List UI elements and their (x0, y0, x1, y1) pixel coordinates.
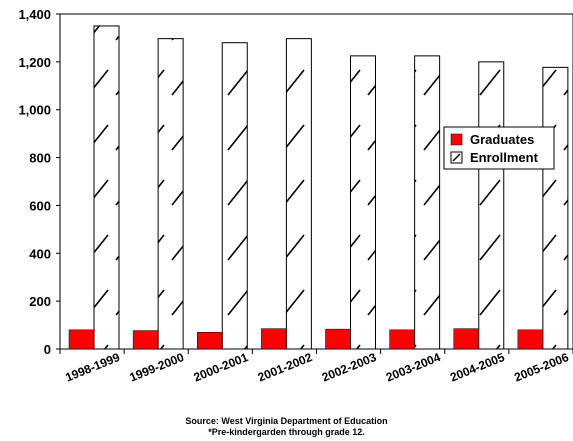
legend-swatch-enrollment-hatch (452, 153, 461, 162)
bar-enrollment (285, 38, 312, 350)
y-tick-label: 600 (29, 198, 51, 213)
y-tick-label: 200 (29, 294, 51, 309)
bar-enrollment (157, 38, 184, 350)
bar-enrollment (221, 42, 248, 350)
legend-swatch-graduates (450, 133, 463, 146)
y-tick-label: 0 (44, 342, 51, 357)
bars (68, 25, 569, 350)
bar-graduates (197, 332, 223, 350)
y-tick-label: 800 (29, 151, 51, 166)
x-tick-label: 2000-2001 (192, 350, 251, 385)
x-tick-label: 2004-2005 (448, 350, 507, 385)
bar-enrollment (93, 25, 120, 350)
bar-enrollment (414, 55, 441, 350)
y-axis: 0 200 400 600 800 1,000 1,200 1,400 (18, 7, 60, 357)
x-tick-label: 2003-2004 (384, 350, 443, 385)
x-axis: 1998-1999 1999-2000 2000-2001 2001-2002 2002… (59, 349, 573, 385)
y-tick-label: 1,200 (18, 55, 51, 70)
footnote: *Pre-kindergarden through grade 12. (208, 427, 365, 437)
bar-graduates (517, 329, 544, 350)
bar-graduates (132, 330, 159, 350)
y-tick-label: 400 (29, 246, 51, 261)
bar-graduates (325, 328, 351, 350)
x-tick-label: 1999-2000 (127, 350, 186, 385)
bar-enrollment (478, 61, 505, 350)
x-tick-label: 2005-2006 (512, 350, 571, 385)
y-tick-label: 1,400 (18, 7, 51, 22)
bar-enrollment (542, 66, 569, 350)
source-note: Source: West Virginia Department of Educ… (185, 416, 388, 426)
legend-label-graduates: Graduates (470, 132, 534, 147)
bar-graduates (453, 328, 479, 350)
legend-label-enrollment: Enrollment (470, 150, 539, 165)
y-tick-label: 1,000 (18, 103, 51, 118)
x-tick-label: 2001-2002 (256, 350, 315, 385)
x-tick-label: 2002-2003 (320, 350, 379, 385)
bar-graduates (261, 328, 287, 350)
bar-graduates (389, 329, 415, 350)
bar-graduates (68, 329, 95, 350)
x-tick-label: 1998-1999 (63, 350, 122, 385)
bar-enrollment (350, 55, 376, 350)
legend: Graduates Enrollment (443, 126, 555, 170)
